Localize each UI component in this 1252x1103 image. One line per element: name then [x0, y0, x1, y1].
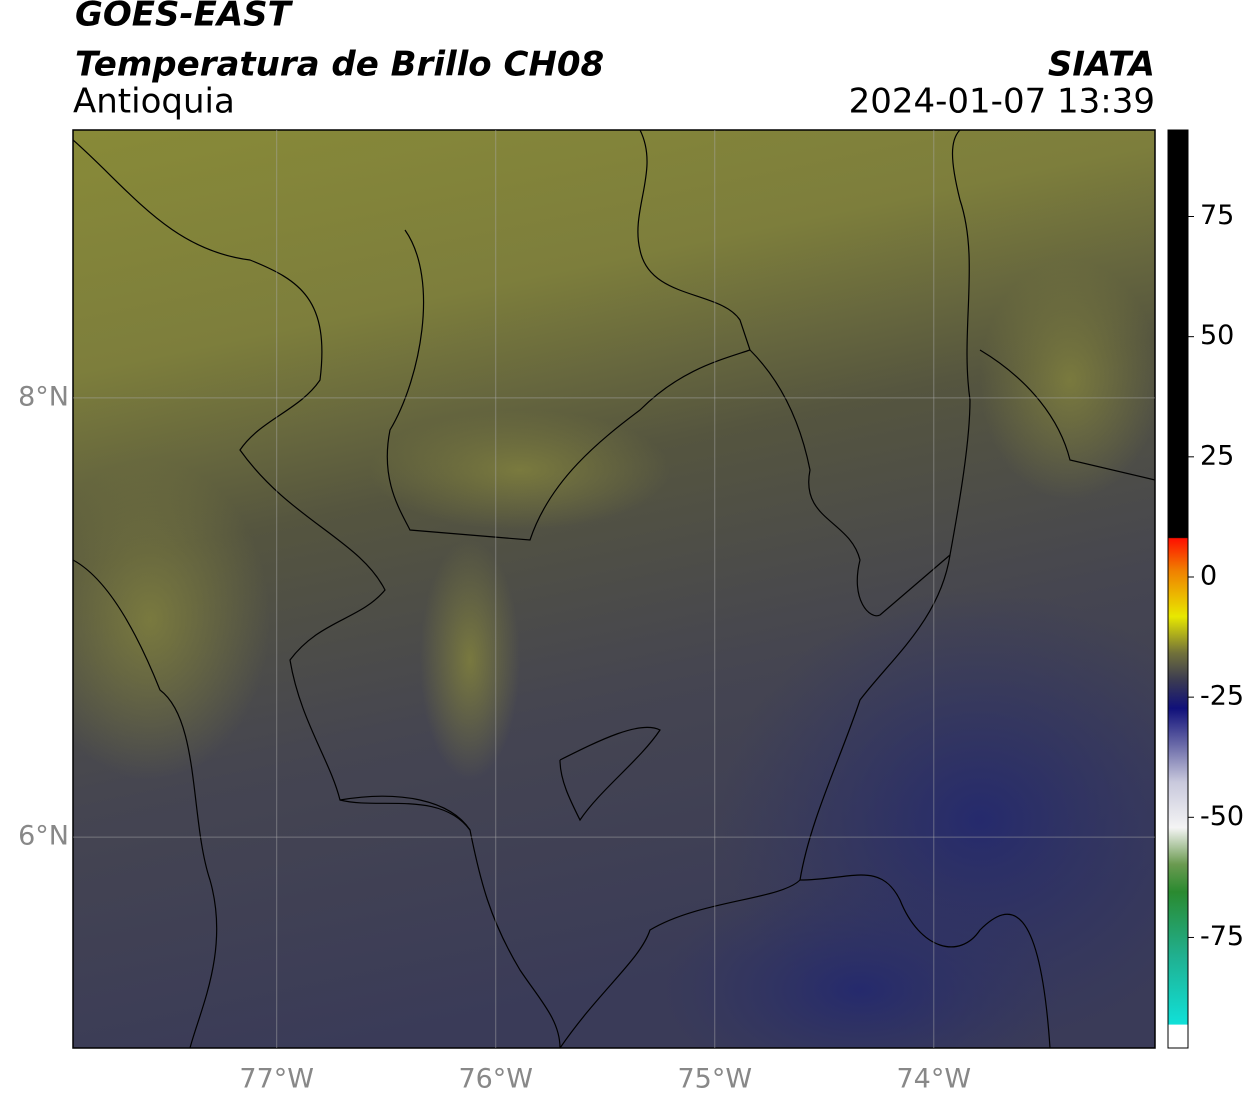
y-tick-label: 8°N [18, 381, 69, 412]
colorbar-tick-label: 50 [1200, 320, 1234, 351]
axes: 77°W 76°W 75°W 74°W 6°N 8°N 75 50 25 0 -25 -50 -75 [18, 130, 1244, 1095]
colorbar-tick-label: -50 [1200, 801, 1244, 832]
colorbar-tick-label: -75 [1200, 921, 1244, 952]
region: Antioquia [73, 82, 235, 122]
x-tick-label: 75°W [677, 1064, 752, 1095]
x-tick-label: 77°W [239, 1064, 314, 1095]
colorbar-tick-label: -25 [1200, 681, 1244, 712]
title: GOES-EAST [75, 0, 294, 35]
timestamp: 2024-01-07 13:39 [849, 82, 1155, 122]
colorbar-tick-label: 75 [1200, 200, 1234, 231]
colorbar-tick-label: 0 [1200, 560, 1217, 591]
colorbar [1167, 129, 1189, 1049]
map-frame [72, 129, 1156, 1049]
x-tick-label: 74°W [897, 1064, 972, 1095]
x-tick-label: 76°W [458, 1064, 533, 1095]
source: SIATA [1048, 45, 1155, 85]
y-tick-label: 6°N [18, 821, 69, 852]
subtitle: Temperatura de Brillo CH08 [75, 45, 604, 85]
colorbar-tick-label: 25 [1200, 440, 1234, 471]
map-image [73, 130, 1155, 1048]
